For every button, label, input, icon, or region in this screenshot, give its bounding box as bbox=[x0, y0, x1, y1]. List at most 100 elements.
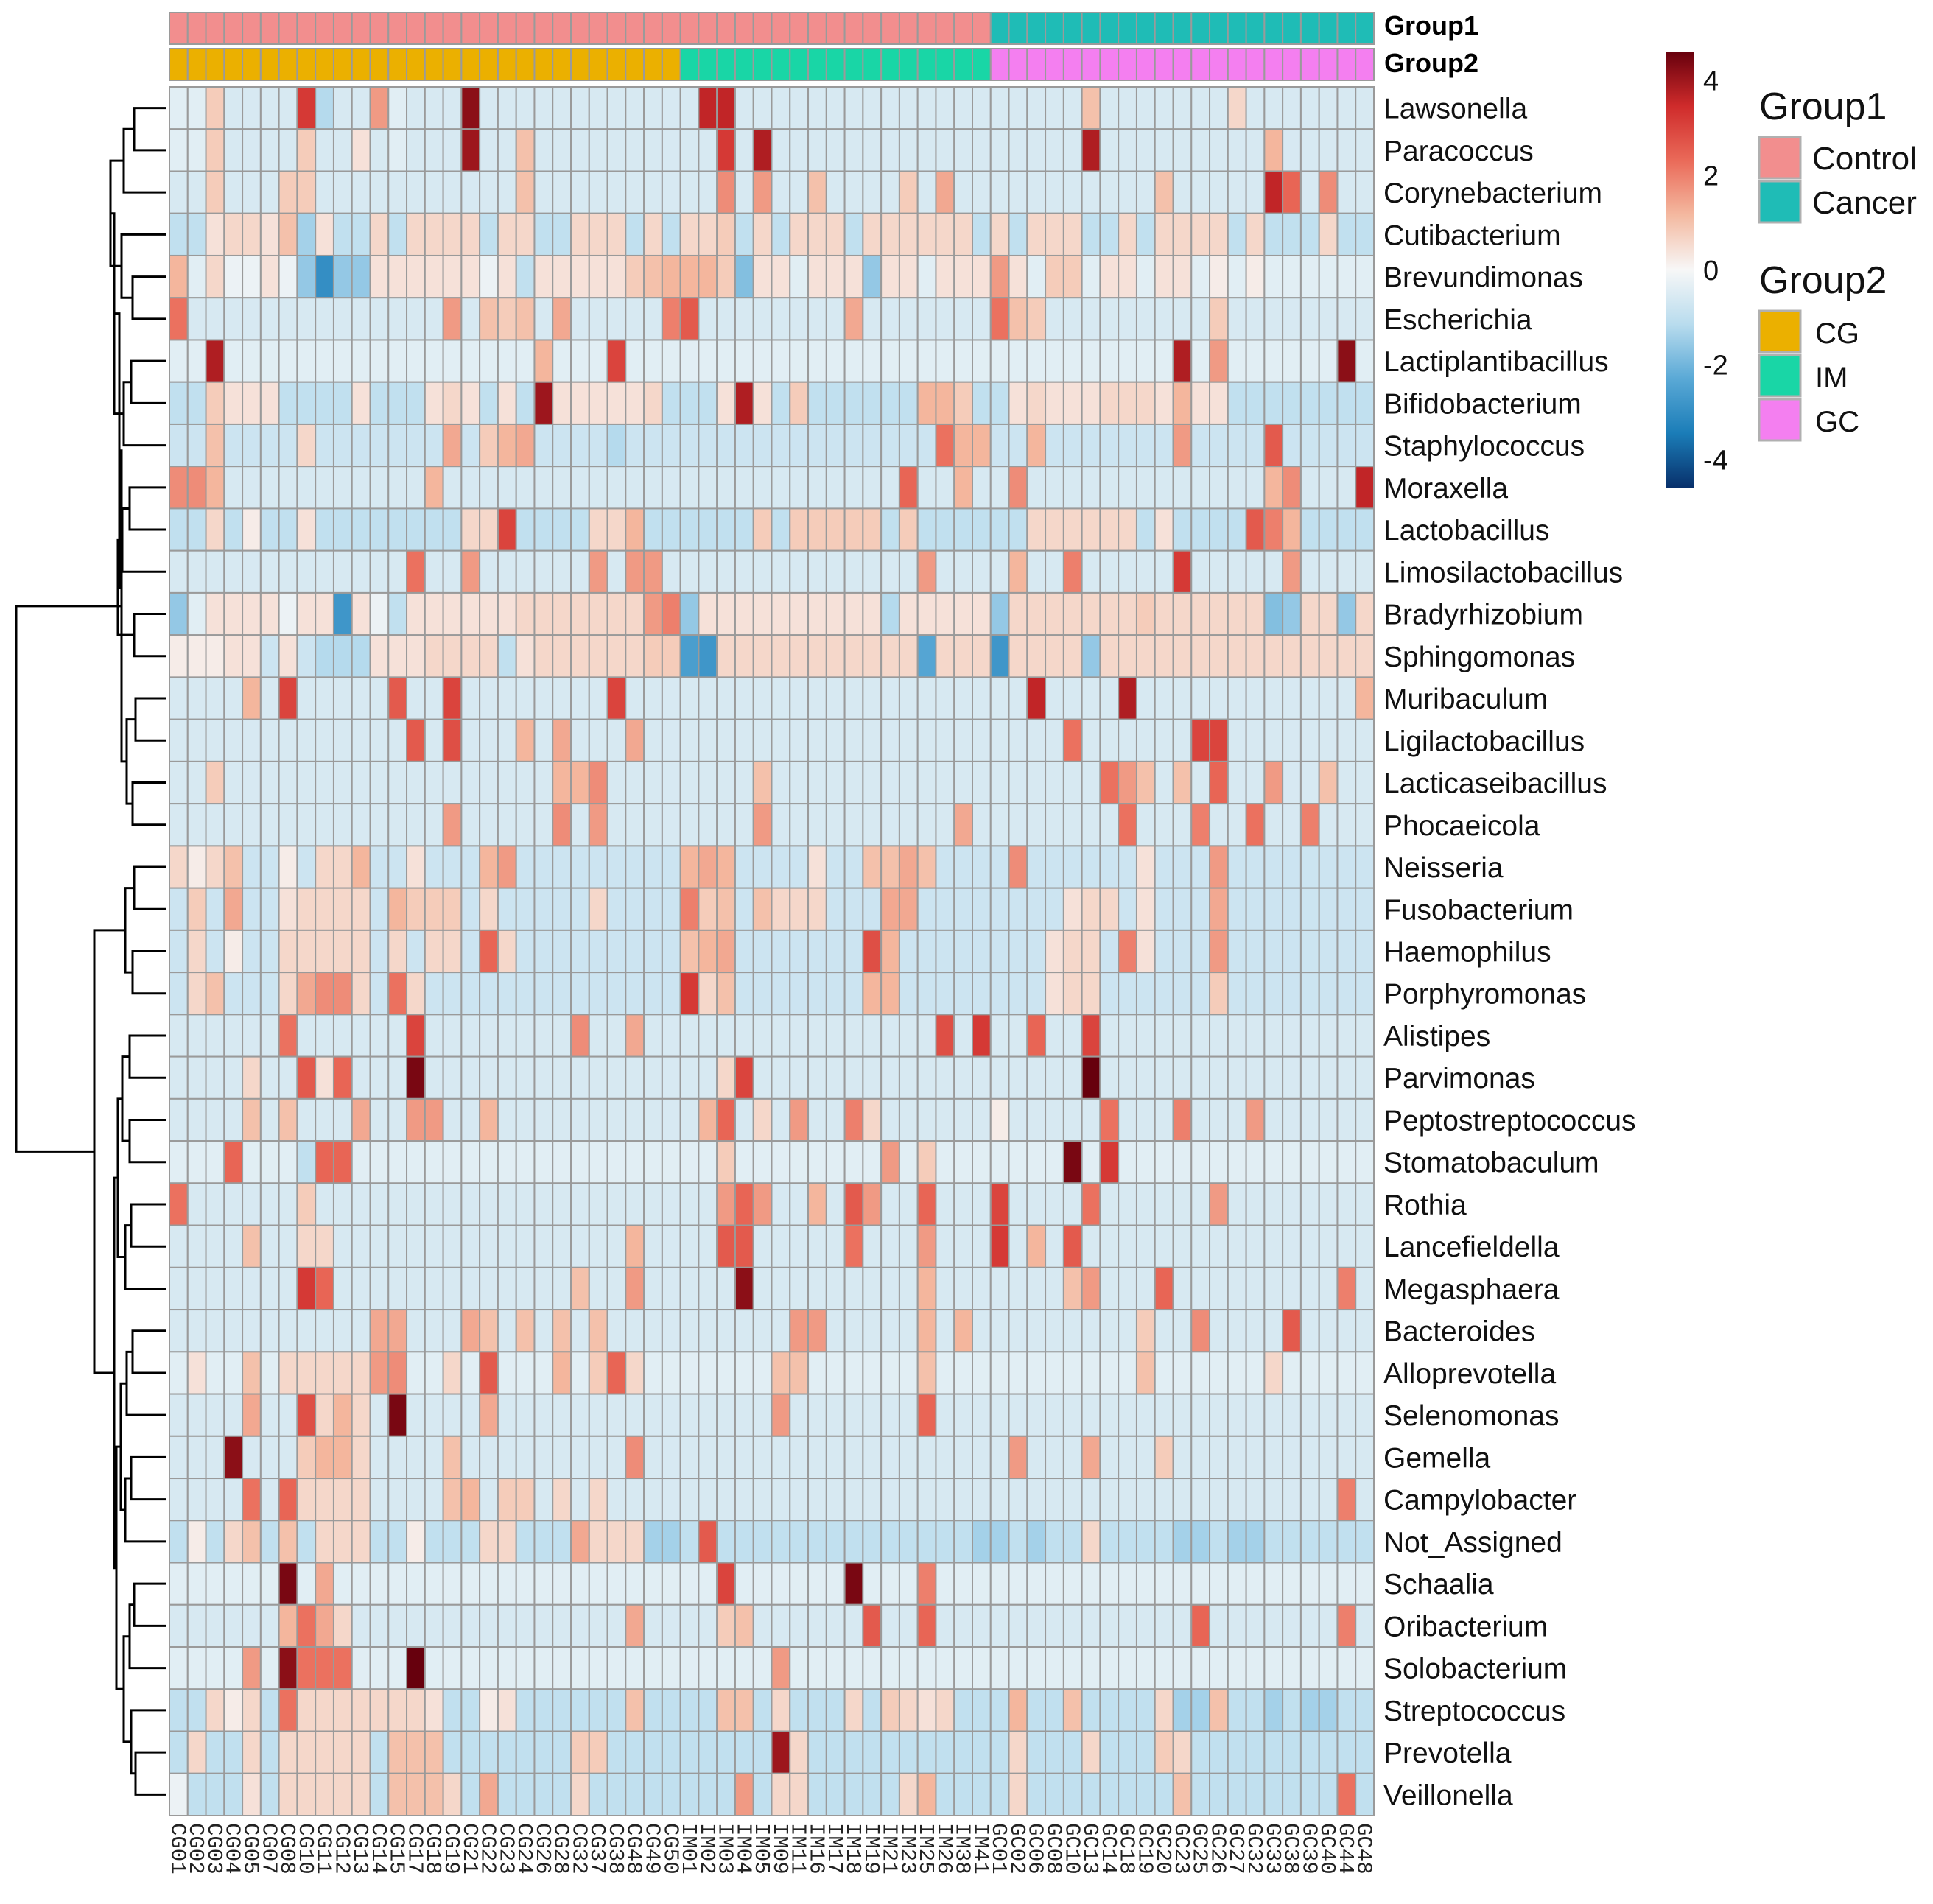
heatmap-cell bbox=[898, 1014, 919, 1058]
row-label: Moraxella bbox=[1383, 473, 1508, 505]
heatmap-cell bbox=[972, 1266, 992, 1311]
heatmap-cell bbox=[1355, 1520, 1375, 1564]
heatmap-cell bbox=[242, 803, 262, 847]
heatmap-cell bbox=[1172, 1478, 1193, 1522]
heatmap-cell bbox=[1026, 1478, 1047, 1522]
heatmap-cell bbox=[1045, 1730, 1064, 1774]
heatmap-cell bbox=[442, 1055, 463, 1100]
heatmap-cell bbox=[771, 845, 791, 889]
heatmap-cell bbox=[935, 1014, 955, 1058]
heatmap-cell bbox=[843, 591, 864, 636]
legend-swatch-control bbox=[1758, 136, 1802, 180]
heatmap-cell bbox=[734, 1688, 754, 1732]
heatmap-cell bbox=[296, 423, 317, 468]
heatmap-cell bbox=[953, 1014, 974, 1058]
heatmap-cell bbox=[186, 339, 207, 383]
heatmap-cell bbox=[442, 549, 463, 594]
heatmap-cell bbox=[169, 1478, 189, 1522]
heatmap-cell bbox=[1282, 887, 1302, 931]
heatmap-cell bbox=[1135, 423, 1156, 468]
group2-annotation-title: Group2 bbox=[1384, 48, 1478, 78]
heatmap-cell bbox=[972, 1140, 992, 1184]
heatmap-cell bbox=[734, 1351, 754, 1395]
heatmap-cell bbox=[698, 86, 718, 130]
heatmap-cell bbox=[223, 1309, 244, 1353]
heatmap-cell bbox=[369, 1562, 390, 1606]
heatmap-cell bbox=[332, 423, 353, 468]
heatmap-cell bbox=[606, 634, 627, 678]
column-label: GC26 bbox=[1205, 1823, 1229, 1875]
group1-annotation-cell bbox=[1062, 12, 1083, 45]
heatmap-cell bbox=[533, 803, 554, 847]
heatmap-cell bbox=[424, 929, 444, 974]
heatmap-cell bbox=[1190, 1772, 1211, 1817]
heatmap-cell bbox=[1008, 128, 1028, 172]
heatmap-cell bbox=[880, 1393, 900, 1437]
heatmap-cell bbox=[223, 381, 244, 425]
heatmap-cell bbox=[1135, 1603, 1156, 1648]
heatmap-cell bbox=[1135, 1478, 1156, 1522]
heatmap-cell bbox=[1099, 1435, 1120, 1480]
heatmap-cell bbox=[625, 466, 645, 510]
heatmap-cell bbox=[259, 170, 280, 214]
heatmap-cell bbox=[716, 549, 736, 594]
group2-annotation-cell bbox=[807, 48, 827, 81]
heatmap-cell bbox=[552, 1730, 572, 1774]
heatmap-cell bbox=[1062, 423, 1083, 468]
heatmap-cell bbox=[679, 1393, 700, 1437]
heatmap-cell bbox=[1062, 381, 1083, 425]
heatmap-cell bbox=[424, 1266, 444, 1311]
heatmap-cell bbox=[1026, 1393, 1047, 1437]
heatmap-cell bbox=[916, 381, 937, 425]
heatmap-cell bbox=[1299, 128, 1320, 172]
heatmap-cell bbox=[807, 128, 827, 172]
heatmap-cell bbox=[1245, 128, 1266, 172]
heatmap-cell bbox=[1336, 1688, 1357, 1732]
heatmap-cell bbox=[1245, 339, 1266, 383]
row-label: Lacticaseibacillus bbox=[1383, 768, 1607, 800]
column-label: CG32 bbox=[566, 1823, 591, 1875]
heatmap-cell bbox=[1299, 1351, 1320, 1395]
heatmap-cell bbox=[752, 466, 773, 510]
heatmap-cell bbox=[1099, 1730, 1120, 1774]
heatmap-cell bbox=[898, 1182, 919, 1226]
group2-annotation-cell bbox=[460, 48, 481, 81]
heatmap-cell bbox=[259, 929, 280, 974]
heatmap-cell bbox=[552, 1478, 572, 1522]
heatmap-cell bbox=[625, 1562, 645, 1606]
heatmap-cell bbox=[935, 254, 955, 299]
heatmap-cell bbox=[1008, 1435, 1028, 1480]
heatmap-cell bbox=[1190, 1646, 1211, 1690]
heatmap-cell bbox=[406, 1097, 426, 1142]
heatmap-cell bbox=[953, 591, 974, 636]
heatmap-cell bbox=[424, 1351, 444, 1395]
heatmap-cell bbox=[223, 634, 244, 678]
heatmap-cell bbox=[862, 128, 883, 172]
heatmap-cell bbox=[552, 1603, 572, 1648]
heatmap-cell bbox=[442, 591, 463, 636]
heatmap-cell bbox=[771, 1224, 791, 1268]
heatmap-cell bbox=[643, 1730, 663, 1774]
heatmap-cell bbox=[935, 86, 955, 130]
heatmap-cell bbox=[1118, 887, 1137, 931]
heatmap-cell bbox=[734, 1603, 754, 1648]
group1-annotation-cell bbox=[716, 12, 736, 45]
heatmap-cell bbox=[972, 254, 992, 299]
heatmap-cell bbox=[1190, 887, 1211, 931]
heatmap-cell bbox=[698, 128, 718, 172]
heatmap-cell bbox=[679, 549, 700, 594]
heatmap-cell bbox=[1299, 1309, 1320, 1353]
column-label: CG24 bbox=[512, 1823, 536, 1875]
heatmap-cell bbox=[1008, 1224, 1028, 1268]
heatmap-cell bbox=[406, 1688, 426, 1732]
heatmap-cell bbox=[679, 254, 700, 299]
heatmap-cell bbox=[223, 170, 244, 214]
heatmap-cell bbox=[1355, 297, 1375, 341]
heatmap-cell bbox=[424, 1478, 444, 1522]
heatmap-cell bbox=[369, 1393, 390, 1437]
heatmap-cell bbox=[661, 1351, 681, 1395]
heatmap-cell bbox=[1135, 86, 1156, 130]
heatmap-cell bbox=[369, 170, 390, 214]
heatmap-cell bbox=[935, 676, 955, 720]
heatmap-cell bbox=[843, 718, 864, 762]
